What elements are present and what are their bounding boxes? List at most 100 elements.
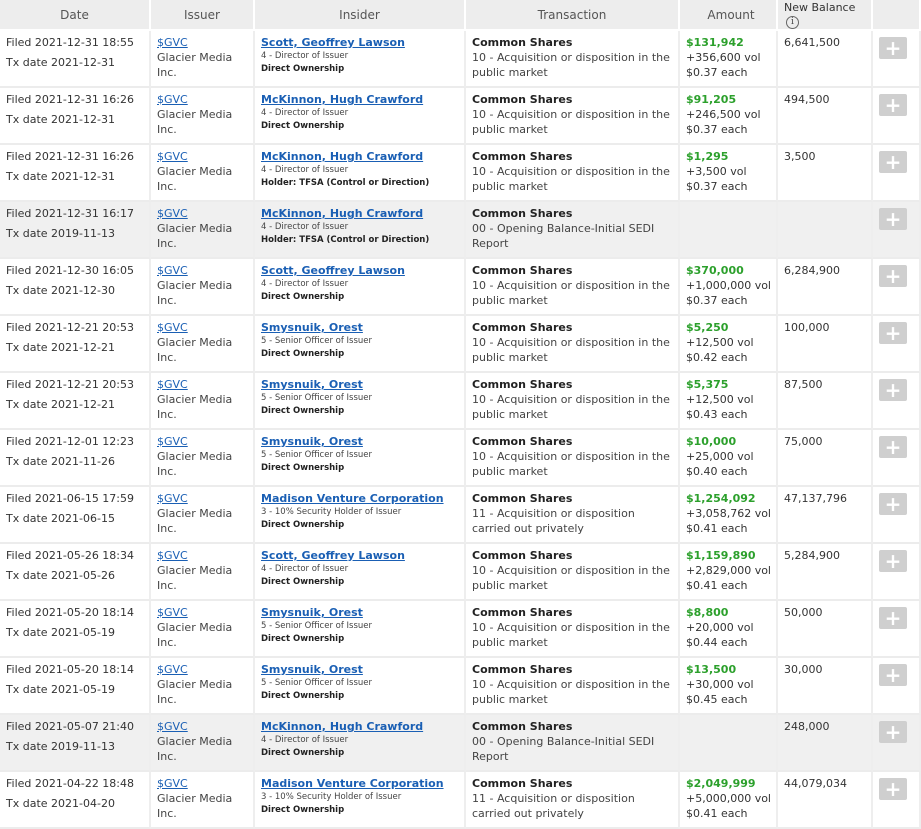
transaction-type: 10 - Acquisition or disposition in the p… <box>472 279 670 307</box>
add-button[interactable]: + <box>879 37 907 59</box>
insider-link[interactable]: Smysnuik, Orest <box>261 663 363 676</box>
action-cell: + <box>873 487 921 544</box>
transaction-cell: Common Shares 00 - Opening Balance-Initi… <box>466 202 680 259</box>
insider-link[interactable]: Scott, Geoffrey Lawson <box>261 36 405 49</box>
action-cell: + <box>873 316 921 373</box>
add-button[interactable]: + <box>879 151 907 173</box>
ticker-link[interactable]: $GVC <box>157 93 188 106</box>
header-date[interactable]: Date <box>0 0 151 31</box>
filed-date: Filed 2021-12-31 18:55 <box>6 36 135 49</box>
insider-relationship: 5 - Senior Officer of Issuer <box>261 621 373 631</box>
ticker-link[interactable]: $GVC <box>157 36 188 49</box>
filed-date: Filed 2021-12-01 12:23 <box>6 435 135 448</box>
ticker-link[interactable]: $GVC <box>157 321 188 334</box>
insider-link[interactable]: Smysnuik, Orest <box>261 378 363 391</box>
info-icon[interactable]: i <box>786 15 799 29</box>
ownership-type: Direct Ownership <box>261 463 345 473</box>
price-each: $0.37 each <box>686 66 748 79</box>
insider-link[interactable]: McKinnon, Hugh Crawford <box>261 93 424 106</box>
add-button[interactable]: + <box>879 94 907 116</box>
add-button[interactable]: + <box>879 379 907 401</box>
add-button[interactable]: + <box>879 721 907 743</box>
table-row: Filed 2021-12-21 20:53 Tx date 2021-12-2… <box>0 373 921 430</box>
insider-link[interactable]: McKinnon, Hugh Crawford <box>261 720 424 733</box>
issuer-cell: $GVC Glacier Media Inc. <box>151 373 255 430</box>
balance-cell <box>778 202 873 259</box>
ticker-link[interactable]: $GVC <box>157 663 188 676</box>
insider-link[interactable]: McKinnon, Hugh Crawford <box>261 207 424 220</box>
ticker-link[interactable]: $GVC <box>157 264 188 277</box>
header-insider[interactable]: Insider <box>255 0 466 31</box>
tx-date: Tx date 2021-05-19 <box>6 626 115 639</box>
ticker-link[interactable]: $GVC <box>157 207 188 220</box>
transaction-type: 10 - Acquisition or disposition in the p… <box>472 108 670 136</box>
transaction-type: 11 - Acquisition or disposition carried … <box>472 507 635 535</box>
filed-date: Filed 2021-12-21 20:53 <box>6 321 135 334</box>
action-cell: + <box>873 544 921 601</box>
add-button[interactable]: + <box>879 436 907 458</box>
filed-date: Filed 2021-12-31 16:17 <box>6 207 135 220</box>
ticker-link[interactable]: $GVC <box>157 606 188 619</box>
insider-relationship: 5 - Senior Officer of Issuer <box>261 450 373 460</box>
security-type: Common Shares <box>472 549 573 562</box>
table-row: Filed 2021-12-30 16:05 Tx date 2021-12-3… <box>0 259 921 316</box>
header-transaction[interactable]: Transaction <box>466 0 680 31</box>
ticker-link[interactable]: $GVC <box>157 777 188 790</box>
header-issuer[interactable]: Issuer <box>151 0 255 31</box>
price-each: $0.37 each <box>686 180 748 193</box>
add-button[interactable]: + <box>879 265 907 287</box>
transaction-type: 10 - Acquisition or disposition in the p… <box>472 51 670 79</box>
security-type: Common Shares <box>472 264 573 277</box>
price-each: $0.42 each <box>686 351 748 364</box>
action-cell: + <box>873 772 921 829</box>
new-balance: 87,500 <box>784 378 823 391</box>
issuer-name: Glacier Media Inc. <box>157 222 233 250</box>
insider-link[interactable]: Smysnuik, Orest <box>261 321 363 334</box>
insider-link[interactable]: McKinnon, Hugh Crawford <box>261 150 424 163</box>
date-cell: Filed 2021-04-22 18:48 Tx date 2021-04-2… <box>0 772 151 829</box>
amount-cell: $91,205 +246,500 vol $0.37 each <box>680 88 778 145</box>
balance-cell: 44,079,034 <box>778 772 873 829</box>
date-cell: Filed 2021-05-20 18:14 Tx date 2021-05-1… <box>0 601 151 658</box>
ticker-link[interactable]: $GVC <box>157 150 188 163</box>
add-button[interactable]: + <box>879 208 907 230</box>
table-row: Filed 2021-06-15 17:59 Tx date 2021-06-1… <box>0 487 921 544</box>
ticker-link[interactable]: $GVC <box>157 720 188 733</box>
insider-link[interactable]: Scott, Geoffrey Lawson <box>261 549 405 562</box>
insider-relationship: 3 - 10% Security Holder of Issuer <box>261 792 402 802</box>
security-type: Common Shares <box>472 663 573 676</box>
filed-date: Filed 2021-05-20 18:14 <box>6 606 135 619</box>
header-new-balance[interactable]: New Balance i <box>778 0 873 31</box>
insider-cell: Madison Venture Corporation 3 - 10% Secu… <box>255 487 466 544</box>
table-row: Filed 2021-05-07 21:40 Tx date 2019-11-1… <box>0 715 921 772</box>
ticker-link[interactable]: $GVC <box>157 435 188 448</box>
issuer-cell: $GVC Glacier Media Inc. <box>151 430 255 487</box>
insider-link[interactable]: Madison Venture Corporation <box>261 492 444 505</box>
add-button[interactable]: + <box>879 493 907 515</box>
ticker-link[interactable]: $GVC <box>157 549 188 562</box>
balance-cell: 47,137,796 <box>778 487 873 544</box>
insider-link[interactable]: Madison Venture Corporation <box>261 777 444 790</box>
ticker-link[interactable]: $GVC <box>157 492 188 505</box>
balance-cell: 50,000 <box>778 601 873 658</box>
header-new-balance-label: New Balance <box>784 0 856 14</box>
add-button[interactable]: + <box>879 607 907 629</box>
security-type: Common Shares <box>472 435 573 448</box>
insider-link[interactable]: Scott, Geoffrey Lawson <box>261 264 405 277</box>
ticker-link[interactable]: $GVC <box>157 378 188 391</box>
insider-cell: McKinnon, Hugh Crawford 4 - Director of … <box>255 88 466 145</box>
add-button[interactable]: + <box>879 322 907 344</box>
add-button[interactable]: + <box>879 550 907 572</box>
amount-cell: $2,049,999 +5,000,000 vol $0.41 each <box>680 772 778 829</box>
header-amount[interactable]: Amount <box>680 0 778 31</box>
insider-link[interactable]: Smysnuik, Orest <box>261 435 363 448</box>
insider-link[interactable]: Smysnuik, Orest <box>261 606 363 619</box>
insider-relationship: 5 - Senior Officer of Issuer <box>261 678 373 688</box>
amount-cell: $1,295 +3,500 vol $0.37 each <box>680 145 778 202</box>
new-balance: 100,000 <box>784 321 830 334</box>
add-button[interactable]: + <box>879 664 907 686</box>
amount-value: $1,159,890 <box>686 549 756 562</box>
add-button[interactable]: + <box>879 778 907 800</box>
table-row: Filed 2021-04-22 18:48 Tx date 2021-04-2… <box>0 772 921 829</box>
